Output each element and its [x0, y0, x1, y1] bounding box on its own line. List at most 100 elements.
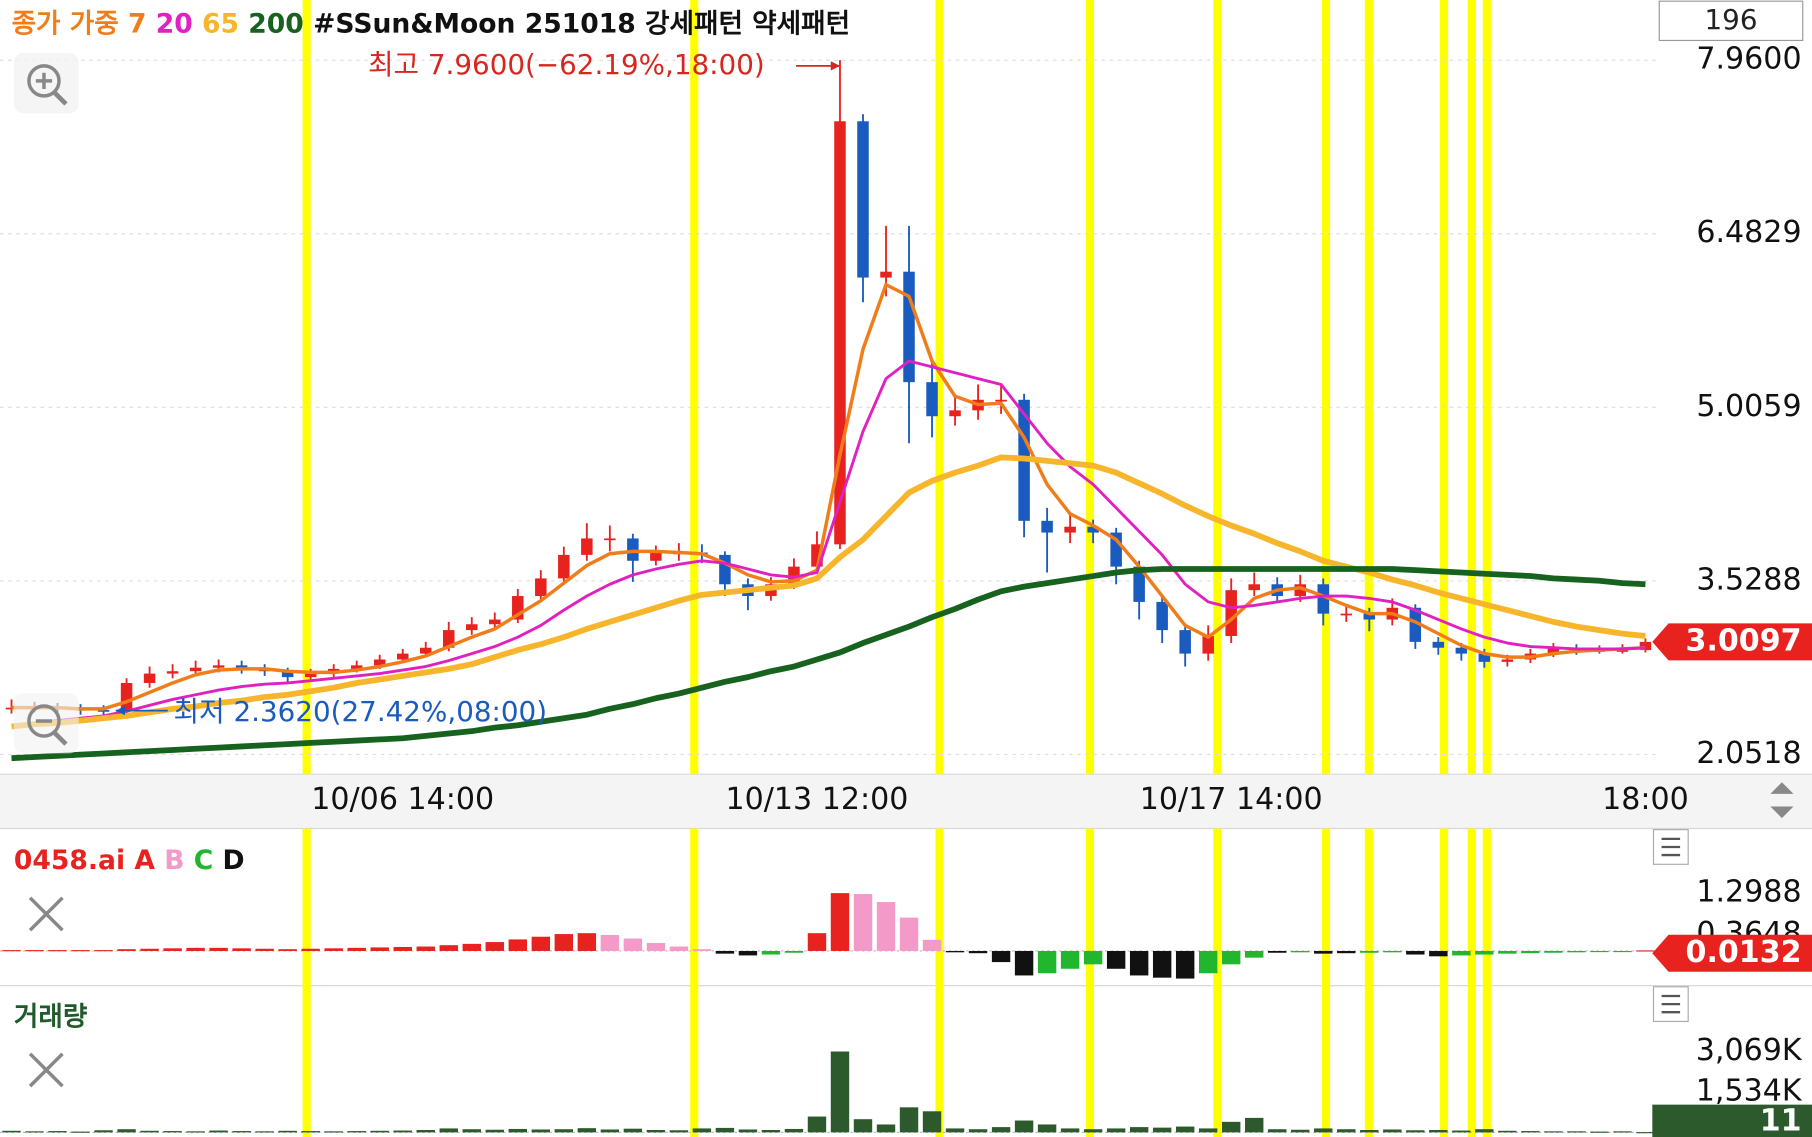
candle-body — [1340, 613, 1353, 616]
header-item: 강세패턴 — [645, 8, 743, 39]
bar — [600, 1129, 620, 1133]
candle-body — [512, 596, 524, 620]
signal-column — [1364, 0, 1373, 775]
candle-body — [466, 624, 478, 631]
oscillator-menu[interactable] — [1652, 829, 1689, 865]
bar — [922, 1111, 942, 1133]
candle-body — [489, 619, 501, 625]
signal-column — [1085, 828, 1095, 1137]
icon — [28, 1052, 64, 1088]
bar — [209, 947, 228, 951]
candle-body — [419, 647, 432, 654]
signal-column — [1482, 828, 1491, 1137]
bar — [715, 950, 735, 954]
bar — [1060, 1128, 1080, 1133]
header-item: C — [194, 844, 214, 875]
bar — [186, 947, 205, 951]
bar — [554, 1129, 574, 1133]
bar — [1268, 1129, 1287, 1133]
bar — [876, 1124, 896, 1133]
volume-title: 거래량 — [14, 1001, 88, 1032]
close-volume[interactable] — [28, 1052, 64, 1088]
candle-body — [1501, 659, 1514, 662]
bar — [1175, 1126, 1195, 1133]
icon — [52, 90, 68, 106]
icon — [27, 64, 61, 98]
bar — [830, 1051, 850, 1133]
bar — [1567, 950, 1586, 953]
y-tick-label: 3,069K — [1696, 1033, 1803, 1068]
candle-body — [304, 673, 317, 678]
volume-menu[interactable] — [1652, 986, 1689, 1023]
candle-body — [1179, 630, 1191, 654]
bar — [991, 1127, 1011, 1133]
bar — [1314, 950, 1333, 954]
bar — [1636, 1132, 1655, 1134]
bar — [1037, 950, 1057, 974]
bar — [876, 902, 896, 951]
last-value-box — [1652, 934, 1812, 972]
candle-body — [995, 399, 1007, 402]
button-bg — [13, 53, 79, 114]
y-tick-label: 6.4829 — [1696, 215, 1801, 250]
bar — [1337, 950, 1356, 954]
bar — [1152, 1127, 1172, 1133]
counter-box — [1658, 0, 1804, 42]
bar — [922, 939, 942, 951]
bar — [1245, 1117, 1264, 1133]
bar — [692, 949, 712, 951]
close-oscillator[interactable] — [28, 896, 64, 932]
bar — [1567, 1131, 1586, 1133]
candle-body — [1064, 526, 1076, 533]
high-annotation: 최고 7.9600(−62.19%,18:00) — [368, 48, 765, 81]
signal-column — [1213, 828, 1222, 1137]
zoom-in-button[interactable] — [13, 53, 79, 114]
grid — [0, 59, 1657, 1133]
candle-body — [1455, 647, 1468, 654]
header-item: A — [134, 844, 155, 875]
candle-body — [189, 667, 202, 672]
bar — [1498, 950, 1517, 954]
bar — [94, 1130, 113, 1133]
x-axis-band — [0, 774, 1812, 829]
candle-body — [857, 121, 869, 278]
icon — [1661, 994, 1681, 1014]
scroll-arrows[interactable] — [1770, 782, 1794, 819]
signal-column — [1321, 0, 1331, 775]
bar — [278, 1130, 297, 1133]
bar — [669, 1130, 689, 1133]
last-price: 3.0097 — [1686, 623, 1802, 658]
x-tick-label: 10/06 14:00 — [311, 782, 494, 817]
candle-body — [535, 578, 547, 597]
bar — [462, 943, 481, 951]
bar — [1083, 1129, 1103, 1133]
candle-body — [373, 659, 386, 666]
bar — [968, 1129, 988, 1133]
bar — [370, 947, 389, 951]
candle-body — [1110, 532, 1122, 567]
bar — [1106, 1128, 1126, 1133]
bar — [692, 1128, 712, 1133]
candle-body — [903, 271, 915, 383]
y-tick-label: 7.9600 — [1696, 42, 1801, 77]
counter: 196 — [1705, 3, 1758, 36]
bar — [255, 948, 274, 951]
signal-column — [1321, 828, 1331, 1137]
bar — [853, 1119, 873, 1133]
bar — [1268, 950, 1287, 953]
candle-body — [1225, 590, 1237, 636]
signal-column — [1467, 828, 1476, 1137]
bar — [738, 1129, 758, 1133]
bar — [2, 1130, 21, 1133]
zoom-out-button[interactable] — [13, 693, 79, 754]
bar — [416, 946, 435, 951]
bar — [48, 1131, 67, 1133]
bar — [1636, 950, 1655, 952]
signal-column — [1482, 0, 1491, 775]
candle-body — [1432, 641, 1445, 648]
bar — [554, 934, 574, 951]
marks — [2, 60, 1655, 1134]
last-volume: 11 — [1760, 1103, 1802, 1137]
bar — [807, 933, 827, 951]
bar — [1544, 1131, 1563, 1133]
